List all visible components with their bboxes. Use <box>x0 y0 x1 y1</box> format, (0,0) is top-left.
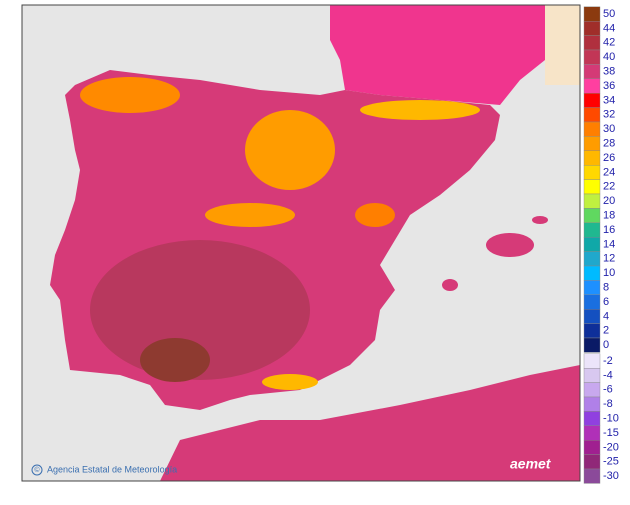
france <box>330 5 545 105</box>
legend-label: 16 <box>603 224 615 236</box>
legend-swatch <box>583 251 601 267</box>
legend-label: 22 <box>603 181 615 193</box>
legend-swatch <box>583 265 601 281</box>
legend-label: -20 <box>603 441 619 453</box>
legend-label: 4 <box>603 310 609 322</box>
legend-swatch <box>583 64 601 80</box>
legend-label: 8 <box>603 282 609 294</box>
legend-label: -2 <box>603 355 613 367</box>
legend-label: -4 <box>603 369 613 381</box>
legend-swatch <box>583 425 601 441</box>
legend-swatch <box>583 440 601 455</box>
north-cool-area <box>245 110 335 190</box>
legend-swatch <box>583 164 601 180</box>
legend-label: 44 <box>603 22 615 34</box>
legend-swatch <box>583 35 601 51</box>
legend-label: 40 <box>603 51 615 63</box>
legend-label: 32 <box>603 109 615 121</box>
legend-swatch <box>583 382 601 398</box>
legend-label: 38 <box>603 66 615 78</box>
legend-swatch <box>583 396 601 412</box>
pyrenees <box>360 100 480 120</box>
legend-label: 30 <box>603 123 615 135</box>
legend-label: 6 <box>603 296 609 308</box>
legend-label: 28 <box>603 138 615 150</box>
legend-swatch <box>583 454 601 470</box>
hot-interior <box>90 240 310 380</box>
legend-swatch <box>583 411 601 426</box>
map-frame <box>21 4 581 482</box>
legend-swatch <box>583 323 601 339</box>
legend-label: -6 <box>603 384 613 396</box>
legend-label: 50 <box>603 8 615 20</box>
legend-label: 14 <box>603 238 615 250</box>
legend-swatch <box>583 468 601 484</box>
legend-swatch <box>583 21 601 36</box>
legend-swatch <box>583 136 601 151</box>
legend-swatch <box>583 208 601 223</box>
legend-swatch <box>583 49 601 65</box>
north-cool-area <box>80 77 180 113</box>
legend-label: 0 <box>603 339 609 351</box>
legend-swatch <box>583 179 601 195</box>
legend-label: 18 <box>603 210 615 222</box>
copyright-circle <box>31 464 43 476</box>
legend-swatch <box>583 121 601 137</box>
legend-label: 2 <box>603 325 609 337</box>
legend-swatch <box>583 353 601 369</box>
legend-swatch <box>583 222 601 238</box>
legend-label: -10 <box>603 413 619 425</box>
legend-label: -25 <box>603 456 619 468</box>
legend-label: 20 <box>603 195 615 207</box>
legend-swatch <box>583 78 601 94</box>
ibiza <box>442 279 458 291</box>
legend-label: -15 <box>603 427 619 439</box>
legend-label: -30 <box>603 470 619 482</box>
legend-swatch <box>583 150 601 166</box>
mallorca <box>486 233 534 257</box>
legend-label: 42 <box>603 37 615 49</box>
legend-label: 26 <box>603 152 615 164</box>
legend-swatch <box>583 309 601 324</box>
north-cool-area <box>355 203 395 227</box>
copyright: © <box>34 466 40 474</box>
menorca <box>532 216 548 224</box>
legend-swatch <box>583 107 601 123</box>
legend-swatch <box>583 193 601 209</box>
legend-label: 34 <box>603 94 615 106</box>
color-legend: 5044424038363432302826242220181614121086… <box>583 6 619 484</box>
hottest-area <box>140 338 210 382</box>
legend-swatch <box>583 92 601 108</box>
no-data-area <box>545 5 580 85</box>
legend-label: 10 <box>603 267 615 279</box>
legend-label: 24 <box>603 166 615 178</box>
legend-swatch <box>583 337 601 353</box>
agency-name: Agencia Estatal de Meteorología <box>47 464 177 474</box>
north-cool-area <box>205 203 295 227</box>
legend-label: 36 <box>603 80 615 92</box>
legend-swatch <box>583 368 601 383</box>
legend-label: 12 <box>603 253 615 265</box>
legend-swatch <box>583 294 601 310</box>
brand-logo: aemet <box>510 456 552 472</box>
legend-label: -8 <box>603 398 613 410</box>
north-africa <box>160 365 580 481</box>
legend-swatch <box>583 280 601 295</box>
legend-swatch <box>583 6 601 22</box>
south-cool-area <box>262 374 318 390</box>
legend-swatch <box>583 236 601 252</box>
